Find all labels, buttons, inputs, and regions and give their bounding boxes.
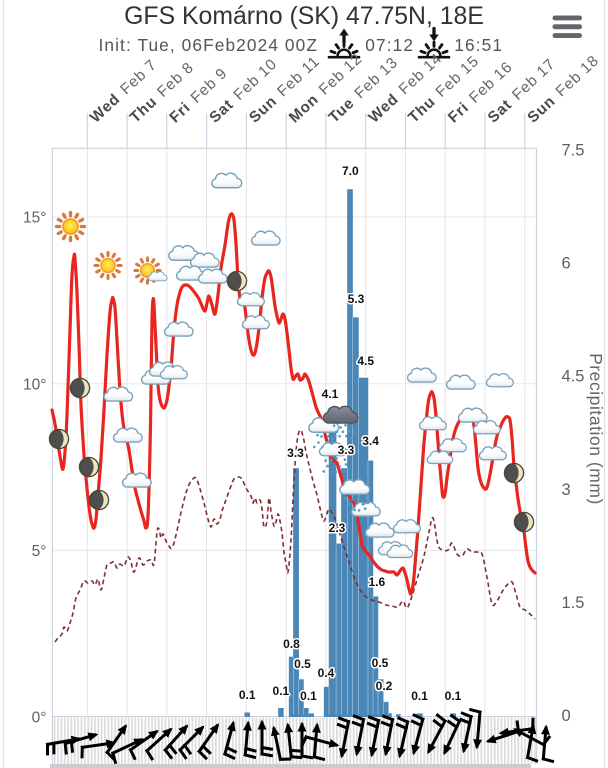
svg-text:3.3: 3.3 <box>287 446 304 460</box>
svg-text:4.1: 4.1 <box>322 387 339 401</box>
svg-text:0.5: 0.5 <box>372 656 389 670</box>
svg-text:3.3: 3.3 <box>338 443 355 457</box>
svg-text:0.1: 0.1 <box>445 689 462 703</box>
svg-text:6: 6 <box>562 255 571 273</box>
svg-text:16:51: 16:51 <box>454 35 503 55</box>
svg-text:4.5: 4.5 <box>357 354 374 368</box>
svg-text:3: 3 <box>562 481 571 499</box>
svg-text:7.5: 7.5 <box>562 142 585 160</box>
svg-text:Init: Tue, 06Feb2024 00Z: Init: Tue, 06Feb2024 00Z <box>99 35 319 55</box>
svg-text:0.4: 0.4 <box>318 666 335 680</box>
svg-text:0.2: 0.2 <box>376 679 393 693</box>
svg-text:0°: 0° <box>32 710 47 727</box>
svg-text:5.3: 5.3 <box>348 292 365 306</box>
svg-text:Precipitation (mm): Precipitation (mm) <box>586 353 606 505</box>
svg-text:7.0: 7.0 <box>342 164 359 178</box>
svg-text:0.8: 0.8 <box>283 637 300 651</box>
svg-text:4.5: 4.5 <box>562 368 585 386</box>
svg-text:GFS Komárno (SK) 47.75N, 18E: GFS Komárno (SK) 47.75N, 18E <box>124 3 484 30</box>
svg-text:15°: 15° <box>23 210 46 227</box>
svg-text:0: 0 <box>562 707 571 725</box>
svg-text:1.5: 1.5 <box>562 594 585 612</box>
svg-text:0.1: 0.1 <box>239 688 256 702</box>
svg-text:0.1: 0.1 <box>411 689 428 703</box>
svg-text:1.6: 1.6 <box>368 575 385 589</box>
svg-text:3.4: 3.4 <box>362 434 379 448</box>
svg-text:10°: 10° <box>23 376 46 393</box>
svg-text:0.1: 0.1 <box>273 684 290 698</box>
svg-text:07:12: 07:12 <box>365 35 414 55</box>
svg-text:2.3: 2.3 <box>329 521 346 535</box>
svg-text:5°: 5° <box>32 543 47 560</box>
svg-text:0.5: 0.5 <box>294 657 311 671</box>
svg-text:0.1: 0.1 <box>300 689 317 703</box>
